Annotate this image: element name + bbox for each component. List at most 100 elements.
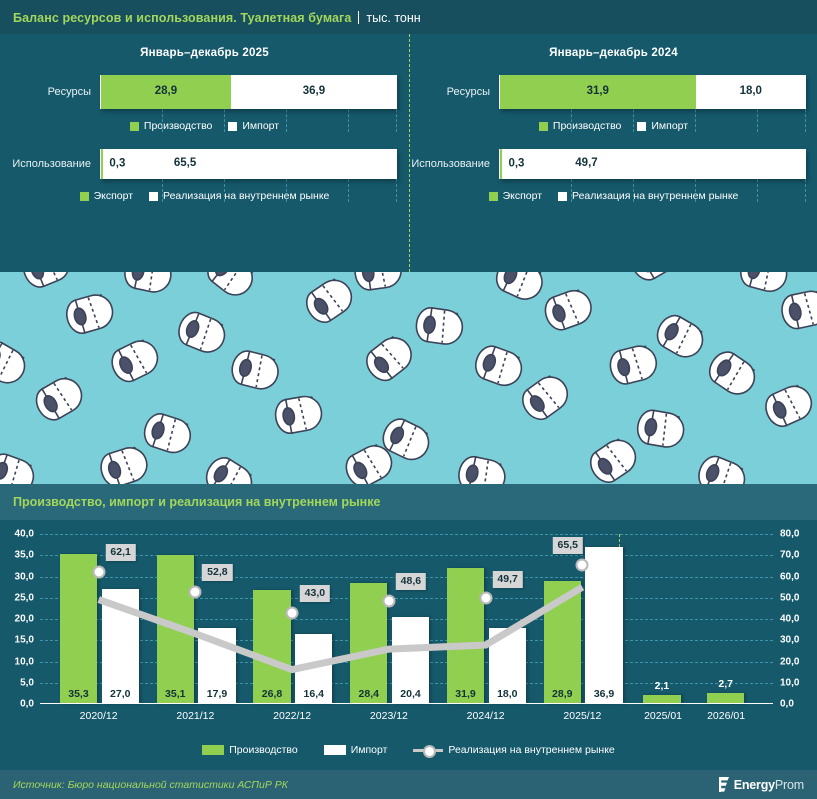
y-left-tick: 25,0 (14, 592, 34, 604)
resources-production-segment-2025[interactable]: 28,9 (101, 75, 231, 109)
usage-bar-2024[interactable]: 0,3 49,7 (499, 149, 806, 179)
line-label-2023-12: 48,6 (395, 573, 427, 591)
energyprom-mark-icon (718, 777, 730, 792)
bar-import-2025-12[interactable]: 36,9 (585, 547, 623, 704)
legend-label-production-2024: Производство (552, 120, 622, 132)
line-label-2022-12: 43,0 (299, 585, 331, 602)
legend-swatch-production-icon (129, 121, 139, 131)
resources-bar-2024[interactable]: 31,9 18,0 (499, 75, 806, 109)
legend-label-realization: Реализация на внутреннем рынке (448, 744, 615, 756)
line-marker-2021-12[interactable] (188, 585, 202, 599)
x-label-2026-01: 2026/01 (707, 710, 746, 722)
resources-category-label-2024: Ресурсы (446, 86, 490, 98)
bar-production-2022-12[interactable]: 26,8 (253, 590, 291, 704)
line-marker-2024-12[interactable] (479, 591, 493, 605)
legend-item-domestic-2025[interactable]: Реализация на внутреннем рынке (149, 190, 329, 202)
y-left-tick: 30,0 (14, 571, 34, 582)
balance-panel-2025: Январь–декабрь 2025 Ресурсы 28,9 (0, 34, 409, 272)
legend-item-domestic-2024[interactable]: Реализация на внутреннем рынке (558, 190, 738, 202)
balance-panel-2024: Январь–декабрь 2024 Ресурсы 31,9 (409, 34, 817, 272)
resources-row-2024: Ресурсы 31,9 18,0 (409, 75, 817, 109)
legend-item-import[interactable]: Импорт (323, 744, 388, 756)
page-header: Баланс ресурсов и использования. Туалетн… (0, 0, 817, 34)
header-divider (358, 11, 360, 24)
legend-label-export-2024: Экспорт (502, 190, 543, 202)
legend-item-production[interactable]: Производство (202, 744, 298, 756)
usage-export-segment-2025[interactable] (101, 149, 104, 179)
usage-domestic-segment-2024[interactable]: 0,3 49,7 (502, 149, 806, 179)
page-title: Баланс ресурсов и использования. Туалетн… (13, 11, 352, 25)
combo-chart: 40,0 80,0 35,0 70,0 30,0 60,0 25,0 50,0 … (0, 520, 817, 770)
brand-light: Prom (774, 777, 804, 792)
line-label-2021-12: 52,8 (202, 563, 233, 581)
bar-value-production-2025-01: 2,1 (654, 680, 670, 692)
usage-block-2025: Использование 0,3 65,5 Экспорт (0, 149, 409, 202)
bar-value-import-2023-12: 20,4 (400, 688, 421, 700)
resources-import-segment-2025[interactable]: 36,9 (230, 75, 397, 109)
usage-legend-2025: Экспорт Реализация на внутреннем рынке (0, 190, 409, 202)
usage-row-2025: Использование 0,3 65,5 (0, 149, 409, 179)
usage-bar-2025[interactable]: 0,3 65,5 (100, 149, 397, 179)
resources-production-value-2024: 31,9 (586, 85, 609, 98)
header-unit: тыс. тонн (366, 11, 421, 25)
panel-title-2024: Январь–декабрь 2024 (549, 47, 678, 59)
bar-production-2020-12[interactable]: 35,3 (59, 553, 98, 704)
legend-item-production-2024[interactable]: Производство (538, 120, 622, 132)
line-marker-2023-12[interactable] (382, 594, 396, 608)
bar-production-2025-01[interactable]: 2,1 (643, 680, 681, 704)
resources-import-segment-2024[interactable]: 18,0 (695, 75, 806, 109)
line-label-2020-12: 62,1 (105, 544, 136, 562)
gridline (40, 534, 773, 535)
legend-item-export-2025[interactable]: Экспорт (79, 190, 133, 202)
line-series-realization (40, 534, 773, 799)
bar-production-2026-01[interactable]: 2,7 (707, 678, 745, 704)
y-left-tick: 5,0 (20, 677, 34, 689)
balance-panel: Январь–декабрь 2025 Ресурсы 28,9 (0, 34, 817, 272)
resources-category-label-2025: Ресурсы (47, 86, 91, 98)
legend-label-import-2024: Импорт (651, 120, 689, 132)
x-label-2024-12: 2024/12 (466, 710, 505, 722)
toilet-paper-roll-pattern-icon (0, 272, 817, 484)
legend-item-production-2025[interactable]: Производство (129, 120, 212, 132)
resources-production-segment-2024[interactable]: 31,9 (500, 75, 696, 109)
legend-item-export-2024[interactable]: Экспорт (488, 190, 543, 202)
legend-swatch-domestic-icon (149, 191, 159, 201)
legend-label-import-2025: Импорт (242, 120, 280, 132)
y-right-tick: 10,0 (780, 677, 800, 689)
legend-swatch-import-icon (228, 121, 238, 131)
usage-domestic-segment-2025[interactable]: 0,3 65,5 (103, 149, 397, 179)
usage-export-segment-2024[interactable] (500, 149, 503, 179)
bar-value-import-2022-12: 16,4 (303, 688, 324, 700)
line-marker-2020-12[interactable] (92, 565, 106, 579)
usage-category-label-2025: Использование (12, 158, 91, 170)
legend-item-import-2025[interactable]: Импорт (228, 120, 279, 132)
y-right-tick: 70,0 (780, 549, 800, 561)
y-right-tick: 80,0 (780, 528, 800, 540)
bar-value-production-2023-12: 28,4 (358, 688, 379, 700)
resources-bar-2025[interactable]: 28,9 36,9 (100, 75, 397, 109)
legend-item-realization[interactable]: Реализация на внутреннем рынке (413, 744, 615, 758)
resources-legend-2025: Производство Импорт (0, 120, 409, 132)
legend-swatch-export-icon (79, 191, 89, 201)
line-marker-2025-12[interactable] (575, 558, 589, 572)
usage-category-label-2024: Использование (411, 158, 490, 170)
y-left-tick: 10,0 (14, 656, 34, 667)
legend-label-import: Импорт (350, 744, 388, 756)
y-right-tick: 50,0 (780, 592, 800, 604)
bar-production-2023-12[interactable]: 28,4 (350, 583, 388, 704)
section-title: Производство, импорт и реализация на вну… (13, 495, 381, 509)
section-title-bar: Производство, импорт и реализация на вну… (0, 484, 817, 520)
bar-value-production-2026-01: 2,7 (718, 678, 734, 690)
usage-domestic-value-2025: 65,5 (173, 157, 197, 170)
line-marker-2022-12[interactable] (285, 606, 299, 620)
y-left-tick: 0,0 (20, 698, 34, 710)
source-note: Источник: Бюро национальной статистики А… (13, 778, 288, 791)
bar-production-2024-12[interactable]: 31,9 (446, 568, 485, 704)
gridline (40, 555, 773, 557)
brand-logo[interactable]: EnergyProm (718, 777, 804, 792)
legend-swatch-import-icon (637, 121, 647, 131)
legend-item-import-2024[interactable]: Импорт (637, 120, 688, 132)
legend-label-domestic-2024: Реализация на внутреннем рынке (572, 190, 739, 202)
brand-bold: Energy (733, 777, 775, 792)
bar-import-2023-12[interactable]: 20,4 (391, 617, 430, 704)
